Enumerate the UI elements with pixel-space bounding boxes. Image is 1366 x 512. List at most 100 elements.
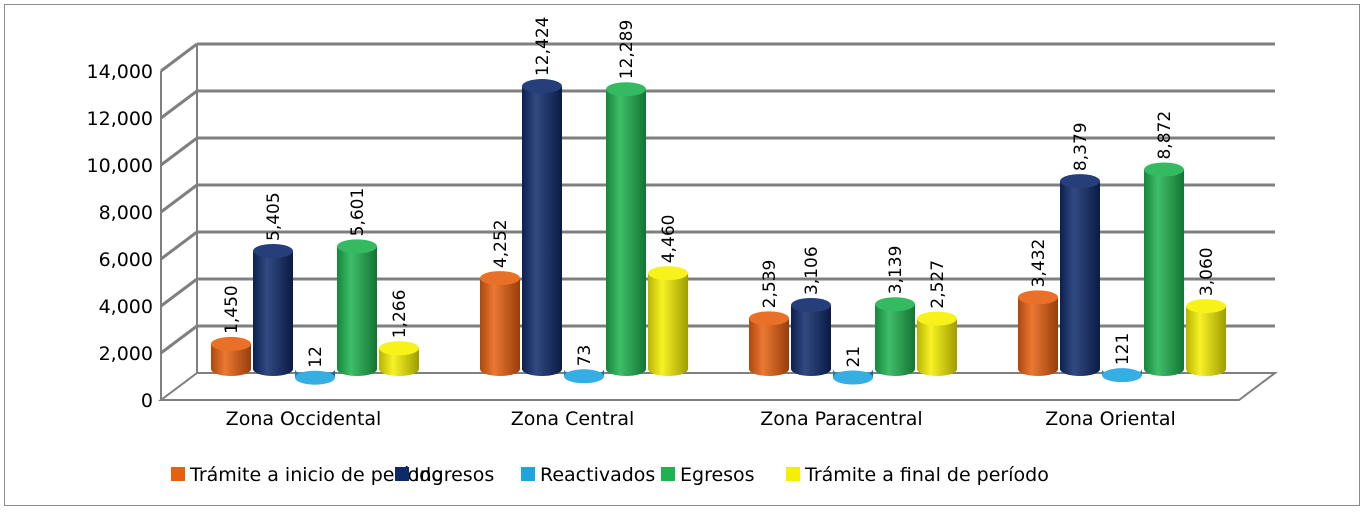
data-label: 21 bbox=[844, 346, 864, 368]
y-tick-label: 6,000 bbox=[99, 249, 153, 271]
legend-label: Ingresos bbox=[414, 464, 494, 486]
bar-body bbox=[211, 343, 251, 376]
bar-5-zona-occidental bbox=[379, 341, 419, 376]
legend-swatch bbox=[661, 467, 675, 481]
bar-cap bbox=[564, 369, 604, 384]
bar-cap bbox=[749, 311, 789, 326]
bar-2-zona-paracentral bbox=[791, 298, 831, 376]
bar-5-zona-central bbox=[648, 266, 688, 376]
gridline-side bbox=[160, 230, 198, 261]
bar-cap bbox=[253, 243, 293, 258]
bar-cap bbox=[1102, 368, 1142, 383]
bar-cap bbox=[337, 239, 377, 254]
data-label: 2,527 bbox=[928, 260, 948, 309]
data-label: 1,450 bbox=[222, 285, 242, 334]
bar-4-zona-central bbox=[606, 82, 646, 376]
bar-cap bbox=[917, 311, 957, 326]
legend-item: Reactivados bbox=[521, 464, 655, 486]
bar-4-zona-occidental bbox=[337, 239, 377, 376]
data-label: 4,252 bbox=[491, 219, 511, 268]
bar-body bbox=[522, 86, 562, 376]
category-labels: Zona Occidental Zona Central Zona Paracent… bbox=[226, 408, 1176, 430]
bar-3-zona-central bbox=[564, 369, 604, 384]
legend-label: Reactivados bbox=[540, 464, 655, 486]
bar-2-zona-central bbox=[522, 79, 562, 376]
bar-body bbox=[253, 250, 293, 376]
bar-cap bbox=[1144, 162, 1184, 177]
legend-item: Ingresos bbox=[395, 464, 494, 486]
legend-label: Egresos bbox=[680, 464, 755, 486]
legend-item: Trámite a final de período bbox=[786, 464, 1049, 486]
bar-cap bbox=[211, 336, 251, 351]
data-label: 12 bbox=[306, 346, 326, 368]
category-label: Zona Occidental bbox=[226, 408, 382, 430]
bar-body bbox=[791, 305, 831, 376]
bar-cap bbox=[1018, 290, 1058, 305]
data-label: 5,601 bbox=[348, 188, 368, 237]
data-label: 3,139 bbox=[886, 246, 906, 295]
legend-swatch bbox=[171, 467, 185, 481]
legend-item: Trámite a inicio de período bbox=[171, 464, 443, 486]
chart-svg: 02,0004,0006,0008,00010,00012,00014,000 … bbox=[87, 17, 1278, 486]
y-tick-label: 14,000 bbox=[87, 61, 153, 83]
bar-3-zona-oriental bbox=[1102, 368, 1142, 383]
gridline-side bbox=[160, 42, 198, 73]
legend-swatch bbox=[521, 467, 535, 481]
bar-body bbox=[1060, 181, 1100, 376]
gridline-side bbox=[160, 324, 198, 355]
data-label: 73 bbox=[575, 345, 595, 367]
bar-cap bbox=[480, 271, 520, 286]
data-label: 3,060 bbox=[1197, 247, 1217, 296]
chart-frame: 0 2,000 4,000 6,000 8,000 10,000 12,000 14,000 … bbox=[4, 4, 1360, 506]
bar-body bbox=[1186, 306, 1226, 376]
bar-cap bbox=[791, 298, 831, 313]
bar-body bbox=[1018, 297, 1058, 376]
data-label: 12,424 bbox=[533, 17, 553, 76]
data-label: 4,460 bbox=[659, 215, 679, 264]
data-label: 8,379 bbox=[1071, 122, 1091, 171]
bar-cap bbox=[1060, 174, 1100, 189]
bar-3-zona-paracentral bbox=[833, 369, 873, 385]
bar-3-zona-occidental bbox=[295, 369, 335, 385]
legend-item: Egresos bbox=[661, 464, 755, 486]
gridline-side bbox=[160, 183, 198, 214]
category-label: Zona Paracentral bbox=[760, 408, 922, 430]
gridline-side bbox=[160, 89, 198, 120]
y-axis-ticks: 0 2,000 4,000 6,000 8,000 10,000 12,000 14,000 bbox=[87, 61, 153, 412]
category-label: Zona Oriental bbox=[1045, 408, 1176, 430]
chart-walls bbox=[158, 44, 1278, 401]
bar-4-zona-oriental bbox=[1144, 162, 1184, 376]
bar-body bbox=[337, 246, 377, 376]
bar-cap bbox=[1186, 299, 1226, 314]
bar-body bbox=[480, 278, 520, 376]
y-tick-label: 12,000 bbox=[87, 108, 153, 130]
category-label: Zona Central bbox=[511, 408, 635, 430]
bar-cap bbox=[875, 297, 915, 312]
bar-body bbox=[749, 318, 789, 376]
gridlines bbox=[160, 42, 1275, 355]
legend-label: Trámite a final de período bbox=[804, 464, 1049, 486]
bar-body bbox=[875, 304, 915, 376]
bar-1-zona-central bbox=[480, 271, 520, 376]
y-tick-label: 2,000 bbox=[99, 343, 153, 365]
bar-body bbox=[379, 348, 419, 376]
bar-cap bbox=[295, 370, 335, 385]
data-label: 12,289 bbox=[617, 20, 637, 79]
data-label: 3,432 bbox=[1029, 239, 1049, 288]
legend-swatch bbox=[395, 467, 409, 481]
bar-cap bbox=[833, 370, 873, 385]
y-tick-label: 0 bbox=[141, 390, 153, 412]
data-label: 1,266 bbox=[390, 290, 410, 339]
data-label: 8,872 bbox=[1155, 111, 1175, 160]
y-tick-label: 8,000 bbox=[99, 202, 153, 224]
bar-5-zona-paracentral bbox=[917, 311, 957, 376]
bar-2-zona-occidental bbox=[253, 243, 293, 376]
bar-cap bbox=[522, 79, 562, 94]
bar-2-zona-oriental bbox=[1060, 174, 1100, 376]
legend-swatch bbox=[786, 467, 800, 481]
data-label: 5,405 bbox=[264, 192, 284, 241]
data-labels: 1,450 5,405 12 5,601 1,266 4,252 12,424 73 12,28… bbox=[222, 17, 1217, 368]
gridline-side bbox=[160, 277, 198, 308]
data-label: 3,106 bbox=[802, 246, 822, 295]
